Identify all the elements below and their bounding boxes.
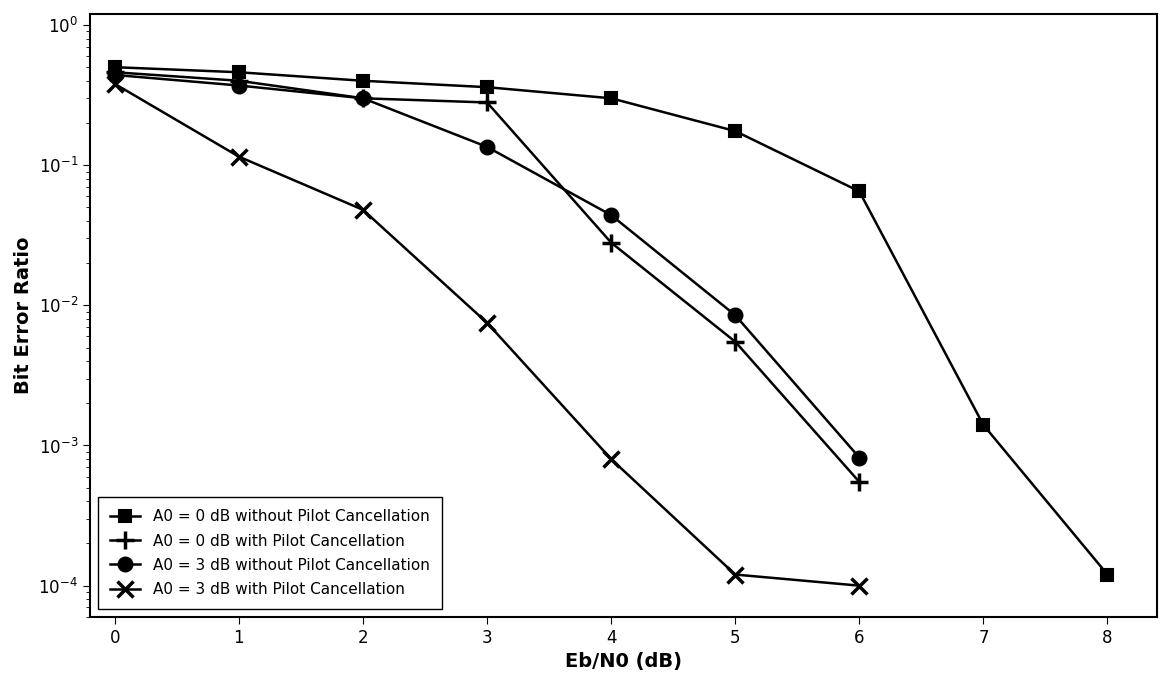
- A0 = 3 dB with Pilot Cancellation: [604, 455, 618, 463]
- A0 = 3 dB with Pilot Cancellation: [728, 571, 742, 579]
- A0 = 0 dB without Pilot Cancellation: [356, 77, 370, 85]
- A0 = 0 dB with Pilot Cancellation: [852, 477, 867, 486]
- A0 = 3 dB without Pilot Cancellation: [480, 142, 494, 151]
- X-axis label: Eb/N0 (dB): Eb/N0 (dB): [566, 652, 682, 671]
- A0 = 0 dB without Pilot Cancellation: [232, 68, 246, 76]
- A0 = 0 dB with Pilot Cancellation: [480, 99, 494, 107]
- A0 = 3 dB without Pilot Cancellation: [356, 94, 370, 102]
- A0 = 0 dB with Pilot Cancellation: [108, 68, 122, 76]
- A0 = 3 dB without Pilot Cancellation: [108, 71, 122, 79]
- A0 = 3 dB without Pilot Cancellation: [728, 311, 742, 319]
- A0 = 3 dB without Pilot Cancellation: [852, 453, 867, 462]
- Line: A0 = 3 dB with Pilot Cancellation: A0 = 3 dB with Pilot Cancellation: [108, 76, 867, 593]
- A0 = 0 dB without Pilot Cancellation: [728, 127, 742, 135]
- A0 = 3 dB with Pilot Cancellation: [108, 79, 122, 88]
- A0 = 3 dB without Pilot Cancellation: [604, 211, 618, 219]
- A0 = 0 dB with Pilot Cancellation: [232, 77, 246, 85]
- Line: A0 = 3 dB without Pilot Cancellation: A0 = 3 dB without Pilot Cancellation: [108, 68, 867, 464]
- Line: A0 = 0 dB with Pilot Cancellation: A0 = 0 dB with Pilot Cancellation: [105, 63, 869, 491]
- A0 = 3 dB without Pilot Cancellation: [232, 82, 246, 90]
- A0 = 0 dB with Pilot Cancellation: [604, 238, 618, 247]
- A0 = 0 dB without Pilot Cancellation: [480, 83, 494, 91]
- A0 = 3 dB with Pilot Cancellation: [356, 206, 370, 214]
- A0 = 0 dB without Pilot Cancellation: [977, 421, 991, 429]
- Line: A0 = 0 dB without Pilot Cancellation: A0 = 0 dB without Pilot Cancellation: [109, 62, 1112, 580]
- Legend: A0 = 0 dB without Pilot Cancellation, A0 = 0 dB with Pilot Cancellation, A0 = 3 : A0 = 0 dB without Pilot Cancellation, A0…: [97, 497, 441, 609]
- A0 = 3 dB with Pilot Cancellation: [232, 153, 246, 161]
- A0 = 0 dB without Pilot Cancellation: [604, 94, 618, 102]
- A0 = 0 dB with Pilot Cancellation: [728, 338, 742, 346]
- A0 = 0 dB without Pilot Cancellation: [108, 63, 122, 71]
- A0 = 3 dB with Pilot Cancellation: [480, 319, 494, 327]
- A0 = 3 dB with Pilot Cancellation: [852, 582, 867, 590]
- Y-axis label: Bit Error Ratio: Bit Error Ratio: [14, 236, 33, 394]
- A0 = 0 dB without Pilot Cancellation: [852, 187, 867, 195]
- A0 = 0 dB without Pilot Cancellation: [1101, 571, 1115, 579]
- A0 = 0 dB with Pilot Cancellation: [356, 94, 370, 102]
